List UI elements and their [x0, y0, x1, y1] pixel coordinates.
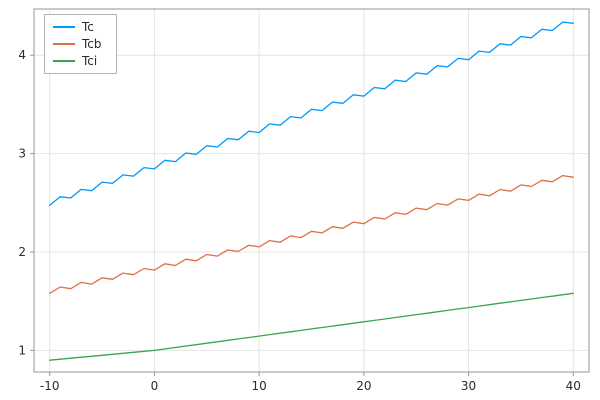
legend-item-tcb: Tcb	[53, 37, 102, 51]
series-line-tc	[49, 21, 574, 206]
legend: Tc Tcb Tci	[44, 14, 117, 74]
x-tick-label: 10	[252, 379, 267, 393]
x-tick-label: 40	[566, 379, 581, 393]
x-tick-label: 0	[151, 379, 159, 393]
legend-label-tc: Tc	[82, 20, 94, 34]
legend-item-tci: Tci	[53, 54, 102, 68]
plot-frame	[33, 8, 590, 373]
x-tick-label: -10	[40, 379, 60, 393]
series-line-tcb	[49, 174, 574, 294]
legend-item-tc: Tc	[53, 20, 102, 34]
y-tick-label: 4	[18, 48, 26, 62]
legend-line-sample-tci	[53, 60, 75, 62]
x-tick-label: 30	[461, 379, 476, 393]
legend-label-tcb: Tcb	[82, 37, 102, 51]
y-tick-label: 3	[18, 147, 26, 161]
y-tick-label: 1	[18, 343, 26, 357]
series-line-tci	[49, 292, 574, 361]
legend-line-sample-tcb	[53, 43, 75, 45]
y-tick-label: 2	[18, 245, 26, 259]
x-tick-label: 20	[356, 379, 371, 393]
legend-label-tci: Tci	[82, 54, 98, 68]
legend-line-sample-tc	[53, 26, 75, 28]
